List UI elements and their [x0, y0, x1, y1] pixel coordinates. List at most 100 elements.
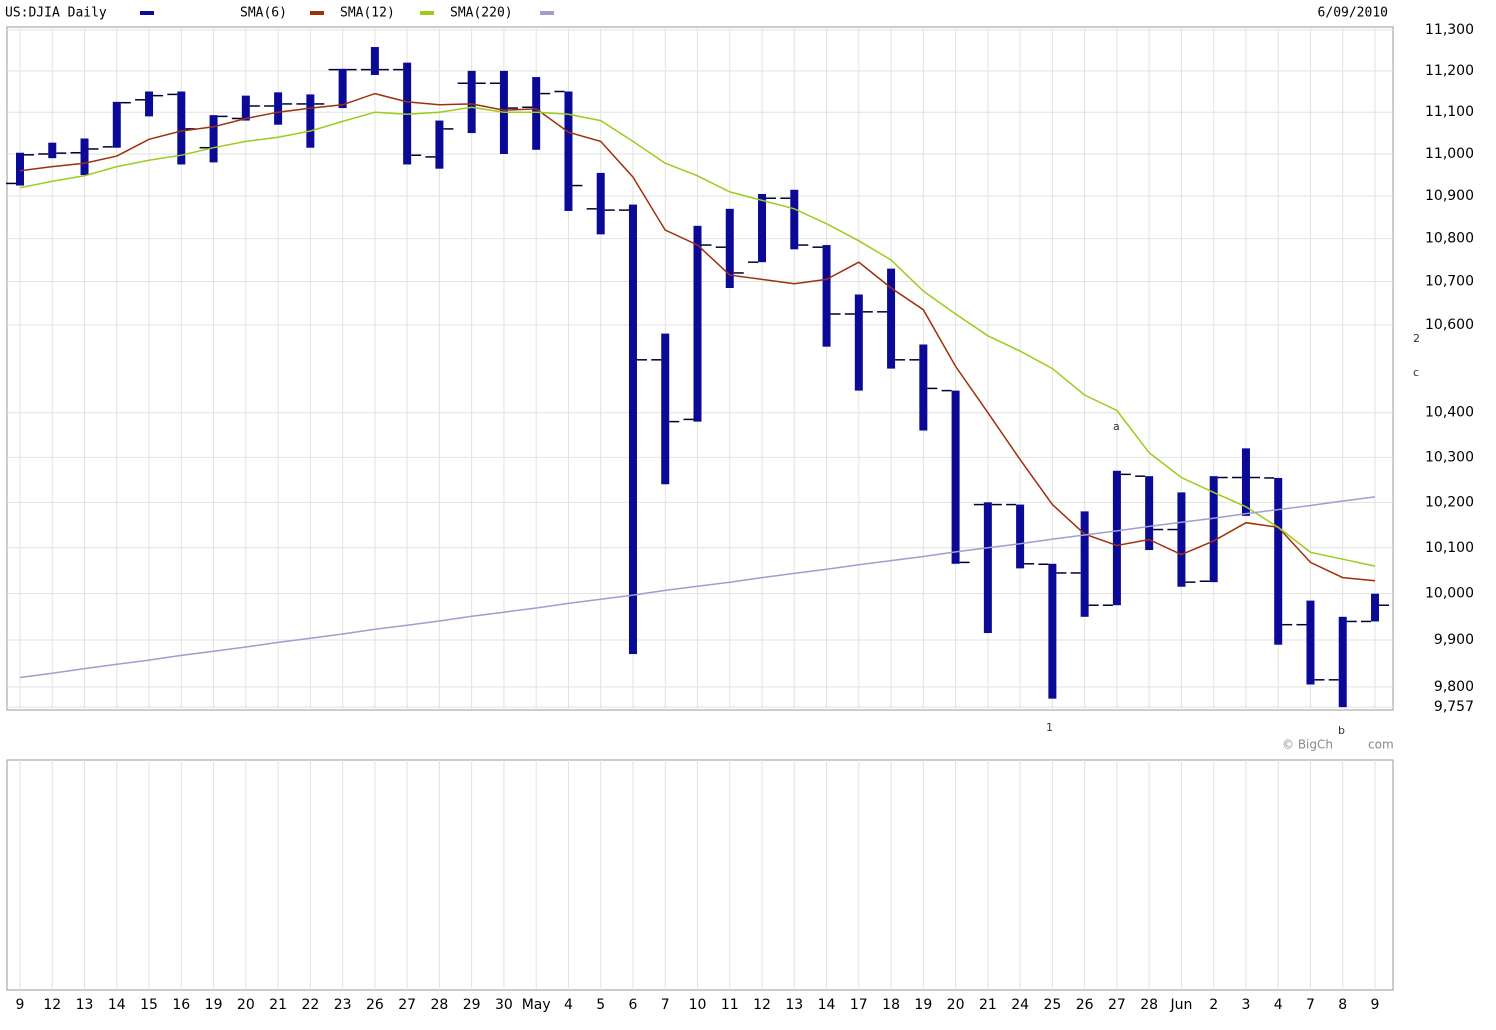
ohlc-bar — [1371, 593, 1379, 622]
x-tick-label: 27 — [398, 997, 416, 1013]
ohlc-bar — [983, 502, 992, 634]
ohlc-bar — [467, 70, 476, 134]
x-tick-label: 26 — [366, 997, 384, 1013]
chart-title: US:DJIA Daily — [5, 6, 107, 21]
x-tick-label: 15 — [140, 997, 158, 1013]
lower-panel — [6, 759, 1394, 991]
y-tick-label: 11,300 — [1425, 22, 1474, 38]
x-tick-label: 28 — [1140, 997, 1158, 1013]
x-tick-label: 9 — [16, 997, 25, 1013]
ohlc-bar — [693, 225, 702, 422]
ohlc-bar — [177, 91, 186, 165]
ohlc-bar — [1338, 616, 1347, 708]
ohlc-bar — [306, 94, 315, 148]
ohlc-bar — [887, 268, 896, 369]
ohlc-bar — [951, 390, 960, 564]
x-tick-label: 23 — [334, 997, 352, 1013]
ohlc-bar — [854, 294, 863, 391]
ohlc-bar — [48, 142, 57, 159]
annotation: 1 — [1046, 721, 1053, 734]
legend-swatch — [310, 11, 324, 15]
watermark: com — [1368, 738, 1394, 752]
sma-line — [19, 496, 1376, 679]
x-tick-label: 20 — [947, 997, 965, 1013]
y-tick-label: 10,300 — [1425, 449, 1474, 465]
x-tick-label: 8 — [1338, 997, 1347, 1013]
x-tick-label: 18 — [882, 997, 900, 1013]
x-tick-label: 3 — [1241, 997, 1250, 1013]
ohlc-bar — [112, 101, 121, 148]
ohlc-bar — [1274, 477, 1283, 645]
x-tick-label: 14 — [818, 997, 836, 1013]
x-tick-label: 24 — [1011, 997, 1029, 1013]
ohlc-bar — [596, 172, 605, 235]
x-tick-label: 12 — [43, 997, 61, 1013]
y-tick-label: 10,800 — [1425, 231, 1474, 247]
legend-swatch — [540, 11, 554, 15]
x-tick-label: 7 — [1306, 997, 1315, 1013]
y-tick-label: 9,757 — [1434, 699, 1474, 715]
ohlc-bar — [1177, 492, 1186, 587]
ohlc-bar — [919, 344, 928, 431]
ohlc-bar — [758, 194, 767, 263]
x-tick-label: 21 — [269, 997, 287, 1013]
ohlc-bar — [1145, 476, 1154, 551]
ohlc-bar — [790, 189, 799, 250]
legend-swatch — [140, 11, 154, 15]
annotation: b — [1338, 724, 1345, 737]
legend-swatch — [420, 11, 434, 15]
ohlc-bar — [564, 91, 573, 211]
ohlc-bar — [209, 115, 218, 163]
x-tick-label: Jun — [1169, 997, 1192, 1013]
x-tick-label: 13 — [785, 997, 803, 1013]
ohlc-bar — [532, 77, 541, 150]
sma-line — [19, 106, 1376, 567]
x-tick-label: 12 — [753, 997, 771, 1013]
x-tick-label: 7 — [661, 997, 670, 1013]
x-tick-label: 28 — [430, 997, 448, 1013]
ohlc-bar — [725, 208, 734, 289]
legend-label: SMA(6) — [240, 6, 287, 21]
x-tick-label: 10 — [689, 997, 707, 1013]
chart-date: 6/09/2010 — [1318, 6, 1388, 21]
x-tick-label: 13 — [76, 997, 94, 1013]
x-tick-label: 21 — [979, 997, 997, 1013]
y-tick-label: 10,400 — [1425, 405, 1474, 421]
legend-label: SMA(220) — [450, 6, 513, 21]
sma-line — [19, 92, 1376, 582]
y-tick-label: 9,800 — [1434, 679, 1474, 695]
y-tick-label: 11,100 — [1425, 104, 1474, 120]
ohlc-bar — [1048, 563, 1057, 699]
annotation: 2 — [1413, 332, 1420, 345]
y-tick-label: 11,200 — [1425, 63, 1474, 79]
ohlc-bar — [661, 333, 670, 485]
x-tick-label: 22 — [301, 997, 319, 1013]
ohlc-bar — [241, 95, 250, 121]
ohlc-bar — [1112, 470, 1121, 606]
x-tick-label: 11 — [721, 997, 739, 1013]
y-tick-label: 11,000 — [1425, 146, 1474, 162]
x-tick-label: 19 — [914, 997, 932, 1013]
ohlc-bar — [1080, 511, 1089, 617]
x-tick-label: 27 — [1108, 997, 1126, 1013]
x-tick-label: 25 — [1043, 997, 1061, 1013]
ohlc-bar — [1209, 476, 1218, 583]
ohlc-bar — [1241, 448, 1250, 516]
ohlc-bar — [274, 92, 283, 125]
annotation: a — [1113, 420, 1120, 433]
x-tick-label: 9 — [1371, 997, 1380, 1013]
ohlc-bar — [338, 68, 347, 109]
x-tick-label: 26 — [1076, 997, 1094, 1013]
ohlc-bar — [80, 138, 89, 176]
x-tick-label: 4 — [564, 997, 573, 1013]
y-tick-label: 10,100 — [1425, 540, 1474, 556]
ohlc-bar — [1016, 504, 1025, 569]
y-tick-label: 9,900 — [1434, 632, 1474, 648]
x-tick-label: 2 — [1209, 997, 1218, 1013]
x-tick-label: 16 — [172, 997, 190, 1013]
ohlc-bar — [435, 120, 444, 169]
ohlc-bar — [628, 204, 637, 655]
ohlc-bar — [145, 91, 154, 117]
annotation: c — [1413, 366, 1419, 379]
